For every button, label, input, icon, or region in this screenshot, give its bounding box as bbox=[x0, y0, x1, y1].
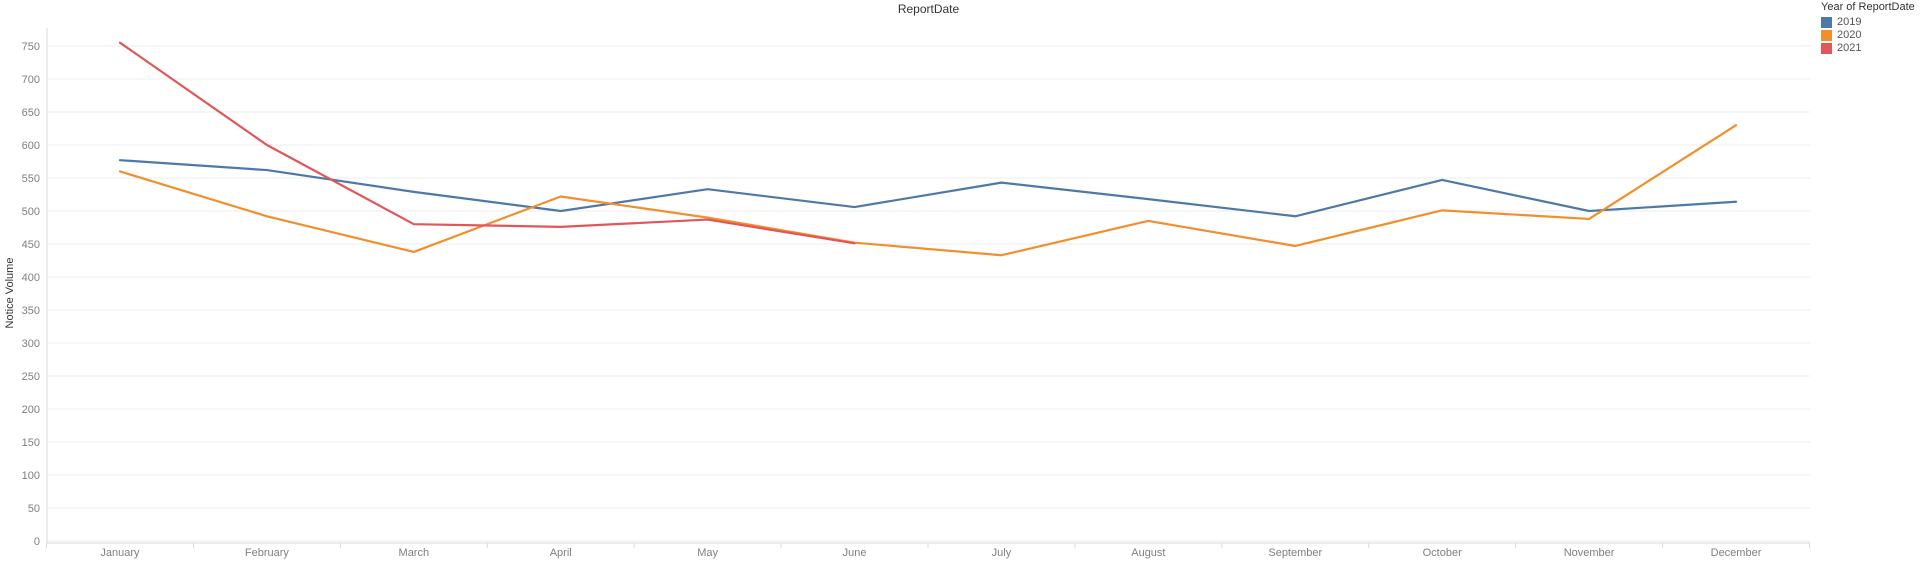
x-tick-label: September bbox=[1268, 547, 1322, 559]
x-tick-labels: January February March April May June July Augu… bbox=[100, 547, 1761, 559]
legend-item-label: 2021 bbox=[1837, 42, 1862, 54]
y-tick-label: 550 bbox=[22, 173, 40, 185]
x-tick-label: May bbox=[697, 547, 718, 559]
legend-item-2020[interactable]: 2020 bbox=[1821, 29, 1915, 41]
x-tick-label: October bbox=[1423, 547, 1462, 559]
line-series-2019[interactable] bbox=[118, 159, 1738, 218]
x-tick-label: June bbox=[843, 547, 867, 559]
series-lines bbox=[118, 41, 1738, 257]
y-tick-label: 300 bbox=[22, 338, 40, 350]
y-tick-label: 700 bbox=[22, 74, 40, 86]
legend: Year of ReportDate 2019 2020 2021 bbox=[1821, 1, 1915, 55]
gridlines bbox=[47, 45, 1810, 542]
y-tick-label: 650 bbox=[22, 107, 40, 119]
legend-title: Year of ReportDate bbox=[1821, 1, 1915, 13]
y-tick-label: 750 bbox=[22, 41, 40, 53]
legend-items: 2019 2020 2021 bbox=[1821, 16, 1915, 54]
y-tick-label: 350 bbox=[22, 305, 40, 317]
x-tick-label: January bbox=[100, 547, 140, 559]
x-tick-label: August bbox=[1131, 547, 1165, 559]
legend-item-label: 2020 bbox=[1837, 29, 1862, 41]
legend-swatch-icon bbox=[1821, 29, 1832, 41]
chart-title: ReportDate bbox=[897, 2, 960, 16]
legend-item-2021[interactable]: 2021 bbox=[1821, 42, 1915, 54]
y-tick-label: 150 bbox=[22, 437, 40, 449]
legend-item-2019[interactable]: 2019 bbox=[1821, 16, 1915, 28]
y-tick-labels: 0 50 100 150 200 250 300 350 400 450 500 550 600 650 7… bbox=[22, 41, 40, 548]
y-tick-label: 400 bbox=[22, 272, 40, 284]
y-tick-label: 250 bbox=[22, 371, 40, 383]
line-series-2021[interactable] bbox=[118, 41, 856, 245]
line-series-2020[interactable] bbox=[118, 124, 1738, 257]
x-tick-label: March bbox=[399, 547, 430, 559]
y-tick-label: 200 bbox=[22, 404, 40, 416]
y-tick-label: 0 bbox=[34, 536, 40, 548]
x-tick-label: November bbox=[1564, 547, 1615, 559]
y-tick-label: 600 bbox=[22, 140, 40, 152]
x-tick-label: December bbox=[1711, 547, 1762, 559]
x-tick-label: July bbox=[992, 547, 1012, 559]
y-tick-label: 100 bbox=[22, 470, 40, 482]
x-tick-label: February bbox=[245, 547, 290, 559]
legend-swatch-icon bbox=[1821, 16, 1832, 28]
legend-item-label: 2019 bbox=[1837, 16, 1862, 28]
legend-swatch-icon bbox=[1821, 42, 1832, 54]
x-axis-ticks bbox=[46, 543, 1810, 548]
y-tick-label: 500 bbox=[22, 206, 40, 218]
y-tick-label: 450 bbox=[22, 239, 40, 251]
x-tick-label: April bbox=[550, 547, 572, 559]
y-tick-label: 50 bbox=[28, 503, 40, 515]
